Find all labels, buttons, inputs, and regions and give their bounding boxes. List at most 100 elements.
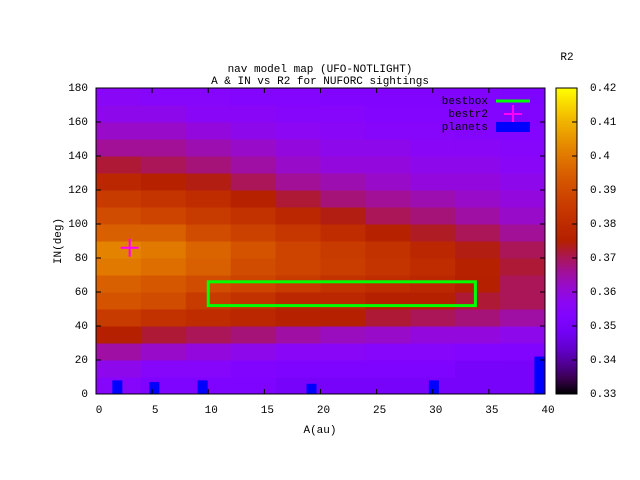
heat-cell: [275, 360, 321, 378]
heat-cell: [455, 122, 501, 140]
heat-cell: [96, 88, 142, 106]
heat-cell: [365, 258, 411, 276]
heat-cell: [410, 343, 456, 361]
heat-cell: [500, 173, 546, 191]
planet-bar: [149, 382, 160, 394]
heat-cell: [500, 190, 546, 208]
heat-cell: [320, 139, 366, 157]
heat-cell: [275, 275, 321, 293]
heat-cell: [500, 309, 546, 327]
heat-cell: [500, 224, 546, 242]
heat-cell: [96, 258, 142, 276]
heat-cell: [185, 360, 232, 378]
x-tick-label: 35: [485, 405, 498, 417]
heat-cell: [500, 275, 546, 293]
heat-cell: [320, 122, 366, 140]
heat-cell: [320, 326, 366, 344]
colorbar-tick-label: 0.41: [590, 117, 617, 129]
planet-bar: [112, 380, 123, 394]
heat-cell: [365, 241, 411, 259]
heat-cell: [500, 343, 546, 361]
heat-cell: [500, 156, 546, 174]
y-tick-label: 20: [75, 355, 88, 367]
legend-label: bestbox: [442, 96, 489, 108]
heat-cell: [140, 173, 187, 191]
heat-cell: [96, 343, 142, 361]
heat-cell: [185, 156, 232, 174]
heat-cell: [230, 156, 277, 174]
heat-cell: [320, 309, 366, 327]
heat-cell: [140, 360, 187, 378]
heat-cell: [96, 173, 142, 191]
heat-cell: [96, 156, 142, 174]
heat-cell: [230, 258, 277, 276]
heat-cell: [230, 207, 277, 225]
heat-cell: [275, 156, 321, 174]
x-tick-label: 20: [317, 405, 330, 417]
heat-cell: [185, 241, 232, 259]
heat-cell: [96, 360, 142, 378]
heat-cell: [500, 105, 546, 123]
heat-cell: [500, 292, 546, 310]
heat-cell: [410, 241, 456, 259]
heat-cell: [410, 360, 456, 378]
heat-cell: [230, 377, 277, 395]
x-tick-label: 10: [205, 405, 218, 417]
heat-cell: [185, 343, 232, 361]
heat-cell: [320, 88, 366, 106]
heat-cell: [230, 241, 277, 259]
heat-cell: [455, 105, 501, 123]
heat-cell: [455, 190, 501, 208]
x-tick-label: 40: [541, 405, 554, 417]
heat-cell: [96, 309, 142, 327]
y-tick-label: 120: [68, 185, 88, 197]
heat-cell: [455, 258, 501, 276]
heat-cell: [455, 156, 501, 174]
y-tick-label: 60: [75, 287, 88, 299]
heat-cell: [230, 326, 277, 344]
heat-cell: [185, 224, 232, 242]
heat-cell: [410, 309, 456, 327]
heat-cell: [410, 190, 456, 208]
heat-cell: [230, 122, 277, 140]
heat-cell: [320, 173, 366, 191]
heat-cell: [455, 343, 501, 361]
heat-cell: [455, 360, 501, 378]
heat-cell: [365, 377, 411, 395]
heat-cell: [140, 88, 187, 106]
heat-cell: [455, 326, 501, 344]
y-tick-label: 40: [75, 321, 88, 333]
heat-cell: [410, 156, 456, 174]
x-tick-label: 25: [373, 405, 386, 417]
planet-bar: [197, 380, 208, 394]
heat-cell: [410, 258, 456, 276]
heat-cell: [455, 207, 501, 225]
heat-cell: [185, 190, 232, 208]
heat-cell: [96, 122, 142, 140]
heat-cell: [96, 326, 142, 344]
heat-cell: [275, 224, 321, 242]
heat-cell: [185, 207, 232, 225]
heat-cell: [365, 156, 411, 174]
heat-cell: [410, 275, 456, 293]
heat-cell: [365, 190, 411, 208]
heat-cell: [230, 139, 277, 157]
y-tick-label: 100: [68, 219, 88, 231]
colorbar-tick-label: 0.37: [590, 253, 616, 265]
heat-cell: [365, 360, 411, 378]
best-point: [120, 238, 139, 257]
heat-cell: [96, 105, 142, 123]
x-tick-label: 30: [429, 405, 442, 417]
heat-cell: [320, 190, 366, 208]
heat-cell: [410, 105, 456, 123]
heat-cell: [275, 326, 321, 344]
heat-cell: [500, 88, 546, 106]
heat-cell: [500, 241, 546, 259]
heat-cell: [365, 173, 411, 191]
colorbar-tick-label: 0.34: [590, 355, 617, 367]
heat-cell: [96, 292, 142, 310]
colorbar-tick-label: 0.4: [590, 151, 610, 163]
heat-cell: [410, 326, 456, 344]
heat-cell: [365, 326, 411, 344]
